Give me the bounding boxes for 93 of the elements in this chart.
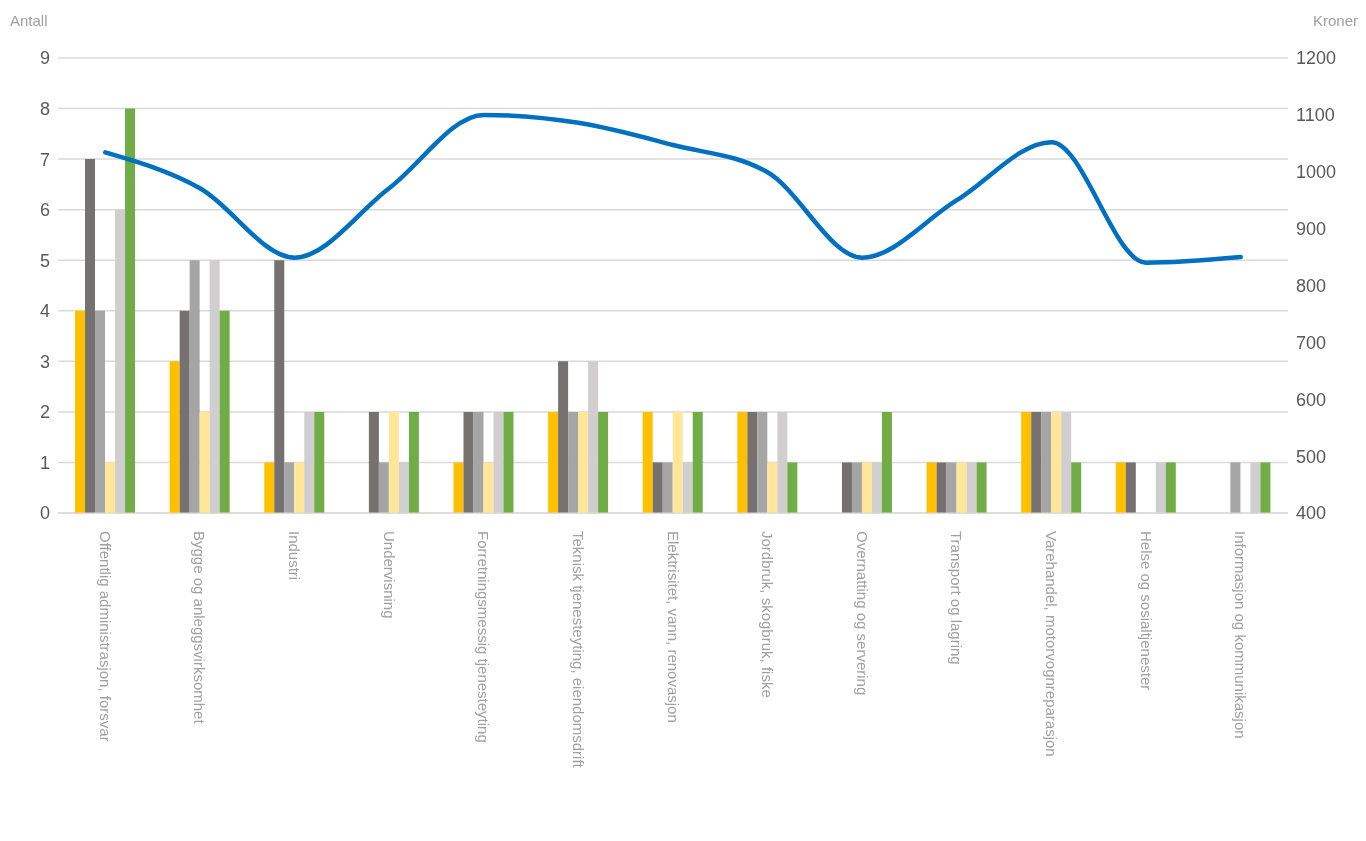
bar [767,462,778,513]
bar [1260,462,1271,513]
bar [314,411,325,513]
y-tick-label: 2 [39,402,50,423]
bar [672,411,683,513]
bar [179,310,190,513]
bar [125,108,136,513]
bar [483,462,494,513]
bar [737,411,748,513]
y-tick-label: 1 [39,452,50,473]
bar [936,462,947,513]
bar [881,411,892,513]
bar [199,411,210,513]
bar [95,310,106,513]
bar [284,462,295,513]
bar [851,462,862,513]
bar [274,260,285,513]
y2-tick-label: 400 [1296,503,1327,524]
y-tick-label: 7 [39,149,50,170]
x-tick-label: Overnatting og servering [853,531,871,696]
y2-tick-label: 900 [1296,219,1327,240]
y-tick-label: 9 [39,48,50,69]
bar [747,411,758,513]
x-tick-label: Bygge og anleggsvirksomhet [191,531,209,725]
x-tick-label: Informasjon og kommunikasjon [1232,531,1250,739]
bar [368,411,379,513]
bar [642,411,653,513]
y-tick-label: 0 [39,503,50,524]
y-tick-label: 3 [39,351,50,372]
bar [548,411,559,513]
y2-tick-label: 800 [1296,275,1327,296]
bar [692,411,703,513]
bar [453,462,464,513]
x-tick-label: Varehandel, motorvognreparasjon [1042,531,1060,757]
bar [388,411,399,513]
y-tick-label: 8 [39,98,50,119]
bar [558,361,569,513]
bar [1051,411,1062,513]
bar [378,462,389,513]
y-tick-label: 5 [39,250,50,271]
bar [294,462,305,513]
bar [1041,411,1052,513]
y2-tick-label: 1200 [1296,48,1337,69]
y2-tick-label: 700 [1296,332,1327,353]
bar [264,462,275,513]
bar [926,462,937,513]
x-tick-label: Teknisk tjenesteyting, eiendomsdrift [569,531,587,769]
y-tick-label: 6 [39,200,50,221]
bar [408,411,419,513]
bar [473,411,484,513]
bar [463,411,474,513]
bar [1071,462,1082,513]
y2-tick-label: 500 [1296,446,1327,467]
bar [787,462,798,513]
y-tick-label: 4 [39,301,50,322]
bar [652,462,663,513]
bar [757,411,768,513]
bar [598,411,609,513]
bar [1165,462,1176,513]
bar [956,462,967,513]
bar [1031,411,1042,513]
bar [75,310,86,513]
bar [1021,411,1032,513]
bar [841,462,852,513]
bar [1230,462,1241,513]
bar [662,462,673,513]
x-tick-label: Elektrisitet, vann, renovasjon [664,531,682,723]
bar [568,411,579,513]
line-series [103,112,1243,265]
x-tick-label: Offentlig administrasjon, forsvar [96,531,114,742]
y2-axis-title: Kroner [1312,12,1358,29]
x-tick-label: Forretningsmessig tjenesteyting [475,531,493,743]
x-tick-label: Industri [286,531,304,581]
x-tick-label: Jordbruk, skogbruk, fiske [759,531,777,698]
bar [578,411,589,513]
y2-tick-label: 1000 [1296,162,1337,183]
y2-tick-label: 600 [1296,389,1327,410]
x-tick-label: Transport og lagring [948,531,966,665]
bar [1115,462,1126,513]
y-axis-title: Antall [10,12,48,29]
bar [189,260,200,513]
x-tick-label: Undervisning [380,531,398,619]
y2-tick-label: 1100 [1296,105,1335,126]
bar [861,462,872,513]
bar [1125,462,1136,513]
bar [85,159,96,513]
bar [976,462,987,513]
bar [503,411,514,513]
x-tick-label: Helse og sosialtjenester [1137,531,1155,691]
bar [946,462,957,513]
bar [169,361,180,513]
bar [219,310,230,513]
bar [105,462,116,513]
